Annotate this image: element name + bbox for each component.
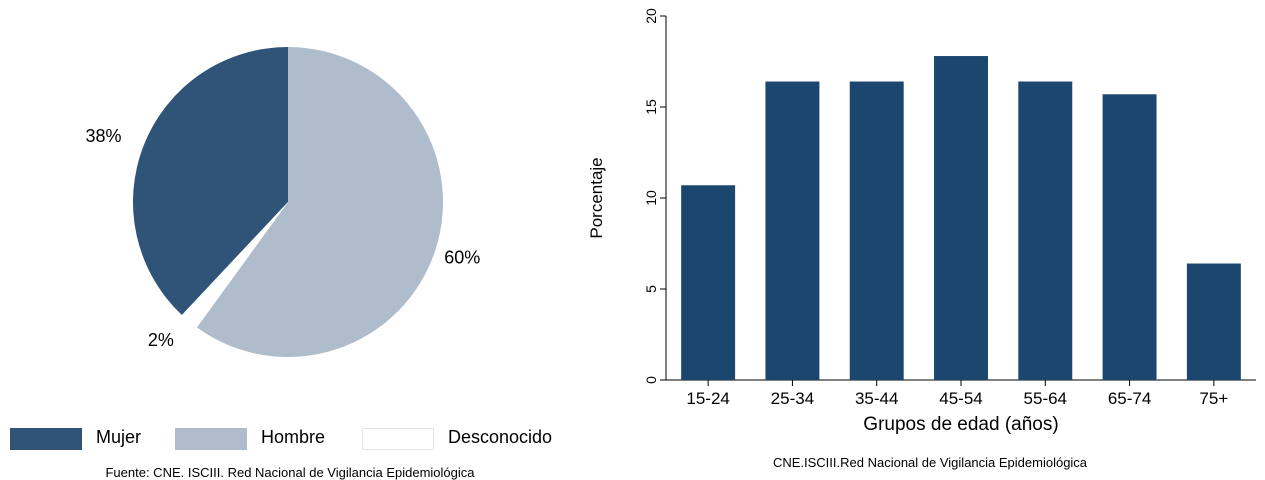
pie-source-note: Fuente: CNE. ISCIII. Red Nacional de Vig… — [105, 465, 475, 480]
y-tick-label: 5 — [643, 285, 659, 293]
bar-65-74 — [1102, 94, 1157, 380]
pie-legend: Mujer Hombre Desconocido — [10, 426, 570, 452]
pie-slice-mujer — [133, 47, 288, 315]
bar-25-34 — [765, 81, 820, 381]
bar-source-note: CNE.ISCIII.Red Nacional de Vigilancia Ep… — [772, 455, 1088, 470]
bar-chart: 0 5 10 15 20 15-24 25-34 35-44 45-54 55-64 65-74 75… — [587, 8, 1256, 435]
x-tick-label-15-24: 15-24 — [686, 389, 729, 408]
pie-chart: 38% 60% 2% — [86, 47, 480, 357]
x-axis-title: Grupos de edad (años) — [863, 414, 1058, 435]
bar-15-24 — [681, 185, 736, 380]
legend-swatch-mujer — [10, 428, 82, 450]
legend-label-desconocido: Desconocido — [448, 427, 553, 447]
y-tick-label: 20 — [643, 8, 659, 24]
x-tick-label-55-64: 55-64 — [1024, 389, 1067, 408]
pie-label-mujer: 38% — [86, 126, 122, 146]
pie-slice-hombre — [196, 47, 443, 357]
x-tick-label-25-34: 25-34 — [771, 389, 814, 408]
legend-label-mujer: Mujer — [96, 427, 142, 447]
y-tick-label: 10 — [643, 190, 659, 206]
x-tick-label-35-44: 35-44 — [855, 389, 898, 408]
y-tick-label: 0 — [643, 376, 659, 384]
x-tick-label-75: 75+ — [1199, 389, 1228, 408]
bar-75 — [1186, 263, 1241, 380]
pie-slice-desconocido — [181, 202, 288, 328]
pie-label-desconocido: 2% — [148, 330, 174, 350]
legend-label-hombre: Hombre — [261, 427, 326, 447]
x-tick-label-65-74: 65-74 — [1108, 389, 1151, 408]
y-tick-label: 15 — [643, 99, 659, 115]
legend-swatch-desconocido — [362, 428, 434, 450]
legend-swatch-hombre — [175, 428, 247, 450]
x-tick-label-45-54: 45-54 — [939, 389, 982, 408]
bar-55-64 — [1018, 81, 1073, 381]
bar-35-44 — [849, 81, 904, 381]
pie-label-hombre: 60% — [444, 247, 480, 267]
y-axis-title: Porcentaje — [587, 157, 606, 238]
bar-45-54 — [934, 56, 988, 380]
